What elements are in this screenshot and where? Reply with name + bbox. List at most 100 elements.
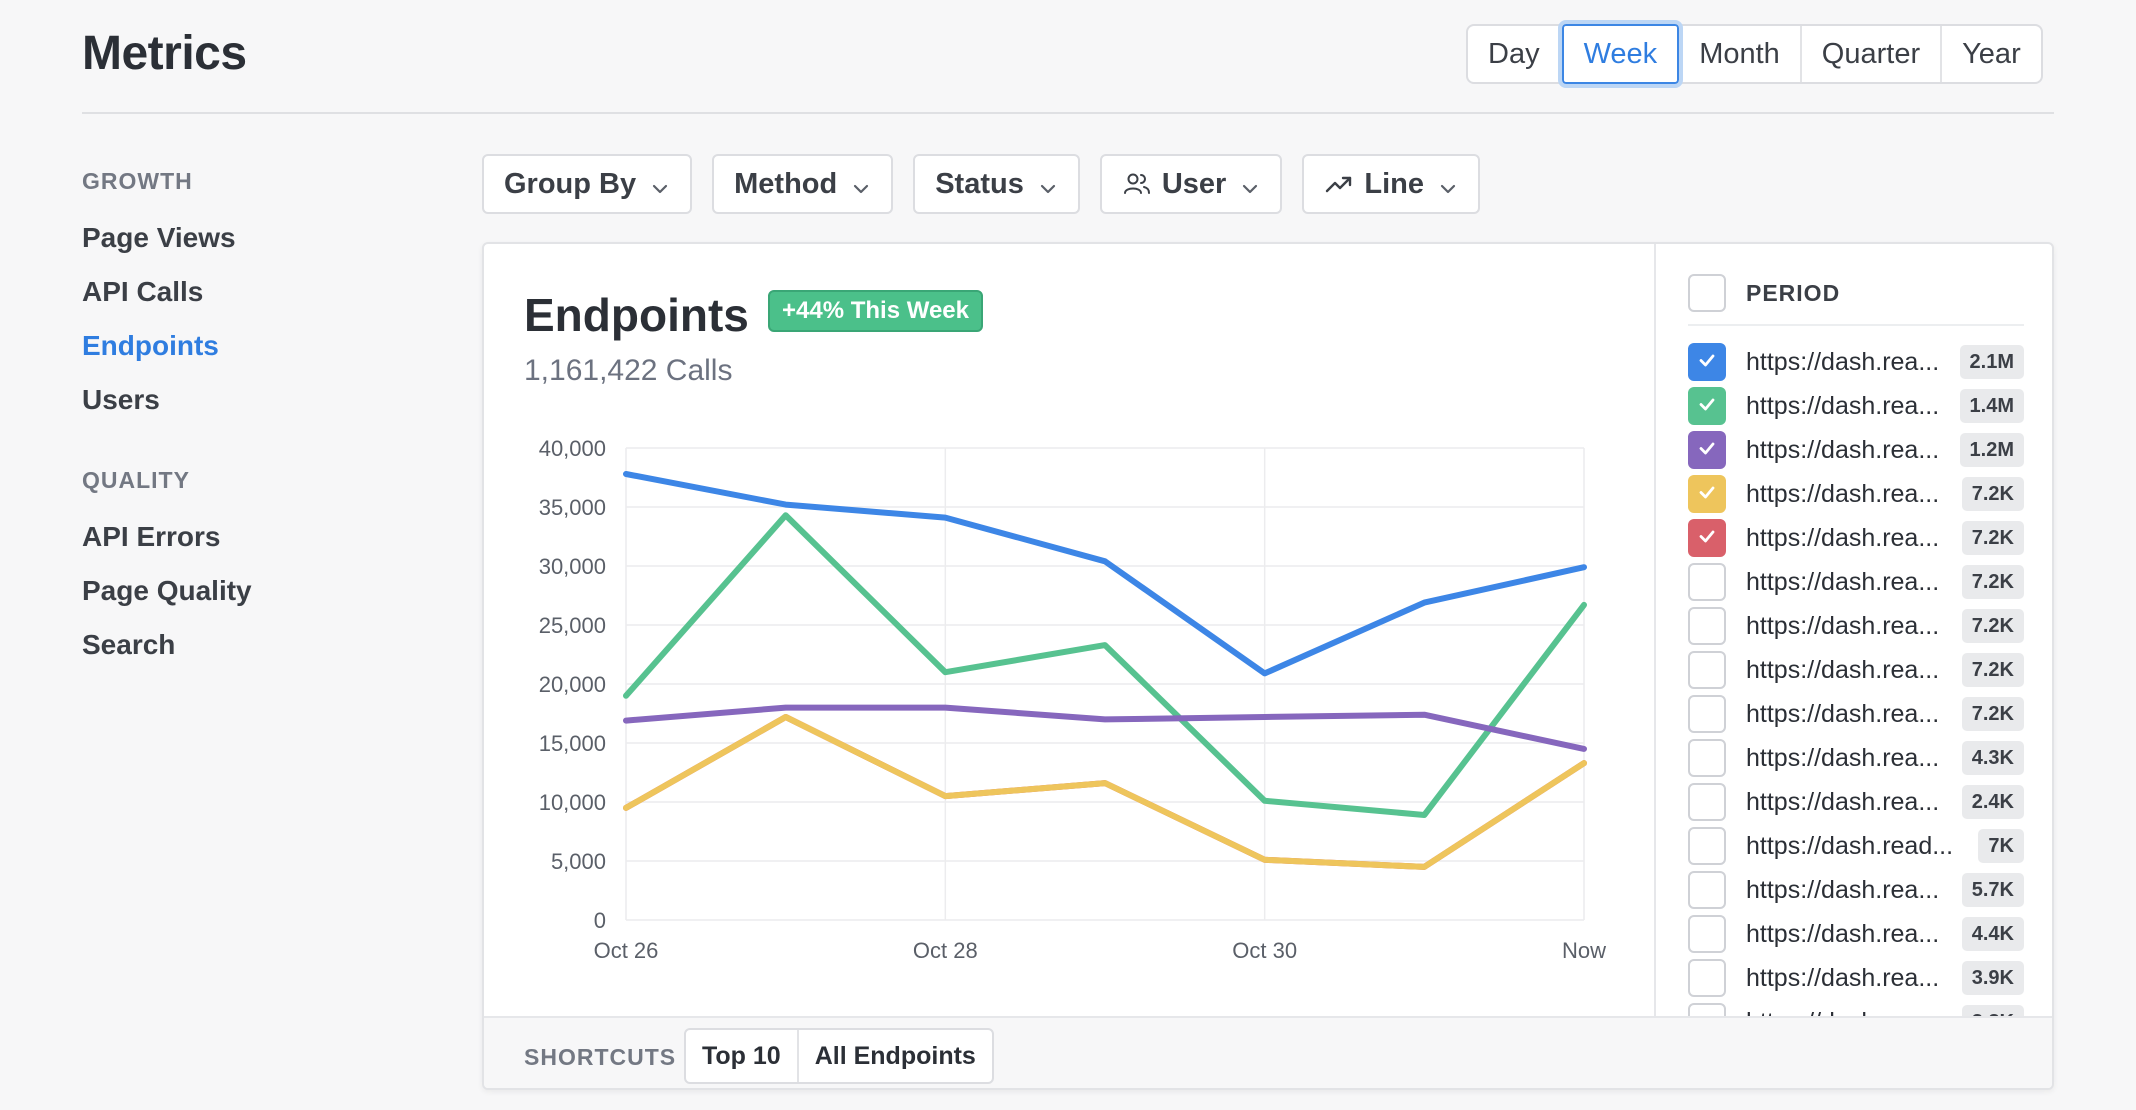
sidebar-item-api-errors[interactable]: API Errors: [82, 521, 221, 552]
legend-row[interactable]: https://dash.rea... 7.2K: [1688, 472, 2024, 516]
legend-row[interactable]: https://dash.rea... 2.4K: [1688, 780, 2024, 824]
legend-value-badge: 1.2M: [1959, 433, 2024, 467]
legend-row[interactable]: https://dash.rea... 1.2M: [1688, 428, 2024, 472]
legend-checkbox[interactable]: [1688, 871, 1726, 909]
legend-url: https://dash.rea...: [1746, 875, 1940, 904]
filter-label: Line: [1364, 167, 1424, 200]
x-tick-label: Now: [1562, 938, 1606, 963]
legend-checkbox[interactable]: [1688, 1003, 1726, 1016]
legend-row[interactable]: https://dash.rea... 7.2K: [1688, 648, 2024, 692]
legend-row[interactable]: https://dash.rea... 3.9K: [1688, 956, 2024, 1000]
sidebar-item-endpoints[interactable]: Endpoints: [82, 330, 219, 361]
legend-checkbox[interactable]: [1688, 475, 1726, 513]
legend-value-badge: 5.7K: [1961, 873, 2024, 907]
legend-url: https://dash.rea...: [1746, 655, 1940, 684]
legend-row[interactable]: https://dash.rea... 2.1M: [1688, 340, 2024, 384]
legend-row[interactable]: https://dash.rea... 1.4M: [1688, 384, 2024, 428]
shortcut-all-endpoints-button[interactable]: All Endpoints: [814, 1041, 976, 1070]
shortcut-buttons: Top 10 All Endpoints: [684, 1028, 994, 1084]
legend-header-label: PERIOD: [1746, 279, 1841, 306]
legend-value-badge: 2.4K: [1961, 785, 2024, 819]
chart-card: Endpoints +44% This Week 1,161,422 Calls…: [482, 242, 2054, 1090]
sidebar-nav: GROWTH Page Views API Calls Endpoints Users Q…: [82, 168, 442, 672]
header-divider: [82, 112, 2054, 114]
legend-url: https://dash.rea...: [1746, 699, 1940, 728]
legend-checkbox[interactable]: [1688, 607, 1726, 645]
filter-group-by-dropdown[interactable]: Group By: [482, 154, 693, 214]
select-all-checkbox[interactable]: [1688, 274, 1726, 312]
legend-row[interactable]: https://dash.rea... 7.2K: [1688, 516, 2024, 560]
legend-row[interactable]: https://dash.rea... 7.2K: [1688, 560, 2024, 604]
period-month-button[interactable]: Month: [1679, 26, 1802, 82]
period-day-button[interactable]: Day: [1468, 26, 1562, 82]
legend-checkbox[interactable]: [1688, 563, 1726, 601]
legend-row[interactable]: https://dash.rea... 5.7K: [1688, 868, 2024, 912]
period-year-button[interactable]: Year: [1962, 37, 2021, 70]
page-title: Metrics: [82, 27, 247, 80]
legend-checkbox[interactable]: [1688, 915, 1726, 953]
legend-checkbox[interactable]: [1688, 651, 1726, 689]
legend-url: https://dash.rea...: [1746, 391, 1940, 420]
legend-value-badge: 7.2K: [1961, 609, 2024, 643]
y-tick-label: 15,000: [539, 731, 606, 756]
filter-line-dropdown[interactable]: Line: [1302, 154, 1480, 214]
filter-label: User: [1161, 167, 1227, 200]
legend-checkbox[interactable]: [1688, 783, 1726, 821]
sidebar-item-search[interactable]: Search: [82, 629, 176, 660]
legend-row[interactable]: https://dash.rea... 7.2K: [1688, 692, 2024, 736]
legend-checkbox[interactable]: [1688, 739, 1726, 777]
legend-row[interactable]: https://dash.rea... 4.4K: [1688, 912, 2024, 956]
period-quarter-button[interactable]: Quarter: [1802, 26, 1943, 82]
filter-user-dropdown[interactable]: User: [1099, 154, 1283, 214]
sidebar-item-users[interactable]: Users: [82, 384, 160, 415]
x-tick-label: Oct 30: [1232, 938, 1297, 963]
legend-url: https://dash.rea...: [1746, 743, 1940, 772]
filter-bar: Group By Method Status User Line: [482, 154, 1480, 214]
legend-url: https://dash.rea...: [1746, 523, 1940, 552]
legend-value-badge: 3.9K: [1961, 961, 2024, 995]
chevron-down-icon: [851, 174, 871, 194]
sidebar-item-api-calls[interactable]: API Calls: [82, 276, 204, 307]
trend-badge: +44% This Week: [768, 290, 983, 332]
legend-row[interactable]: https://dash.rea... 7.2K: [1688, 604, 2024, 648]
period-week-button[interactable]: Week: [1557, 20, 1684, 88]
legend-row[interactable]: https://dash.read... 7K: [1688, 824, 2024, 868]
legend-url: https://dash.rea...: [1746, 567, 1940, 596]
legend-value-badge: 7.2K: [1961, 565, 2024, 599]
shortcut-top-10-button[interactable]: Top 10: [686, 1030, 799, 1082]
y-tick-label: 35,000: [539, 495, 606, 520]
legend-checkbox[interactable]: [1688, 827, 1726, 865]
legend-value-badge: 4.4K: [1961, 917, 2024, 951]
nav-section-quality: QUALITY: [82, 467, 190, 493]
chevron-down-icon: [1438, 174, 1458, 194]
filter-method-dropdown[interactable]: Method: [712, 154, 894, 214]
y-tick-label: 0: [594, 908, 606, 933]
legend-row[interactable]: https://dash.rea... 4.3K: [1688, 736, 2024, 780]
filter-label: Method: [734, 167, 838, 200]
legend-row[interactable]: https://dash.rea...3.8K: [1688, 1000, 2024, 1016]
legend-url: https://dash.rea...: [1746, 919, 1940, 948]
check-icon: [1697, 438, 1717, 463]
y-tick-label: 5,000: [551, 849, 606, 874]
legend-checkbox[interactable]: [1688, 519, 1726, 557]
legend-value-badge: 7.2K: [1961, 653, 2024, 687]
legend-url: https://dash.rea...: [1746, 611, 1940, 640]
legend-checkbox[interactable]: [1688, 343, 1726, 381]
legend-url: https://dash.rea...: [1746, 435, 1940, 464]
check-icon: [1697, 526, 1717, 551]
y-tick-label: 25,000: [539, 613, 606, 638]
legend-url: https://dash.rea...: [1746, 479, 1940, 508]
sidebar-item-page-views[interactable]: Page Views: [82, 222, 236, 253]
filter-status-dropdown[interactable]: Status: [913, 154, 1080, 214]
legend-checkbox[interactable]: [1688, 387, 1726, 425]
legend-value-badge: 3.8K: [1961, 1005, 2024, 1016]
series-line-1: [623, 471, 1587, 677]
legend-checkbox[interactable]: [1688, 959, 1726, 997]
shortcuts-bar: SHORTCUTS Top 10 All Endpoints: [484, 1016, 2052, 1088]
sidebar-item-page-quality[interactable]: Page Quality: [82, 575, 252, 606]
series-line-2: [623, 512, 1587, 818]
legend-checkbox[interactable]: [1688, 431, 1726, 469]
legend-url: https://dash.rea...: [1746, 787, 1940, 816]
chevron-down-icon: [1038, 174, 1058, 194]
legend-checkbox[interactable]: [1688, 695, 1726, 733]
